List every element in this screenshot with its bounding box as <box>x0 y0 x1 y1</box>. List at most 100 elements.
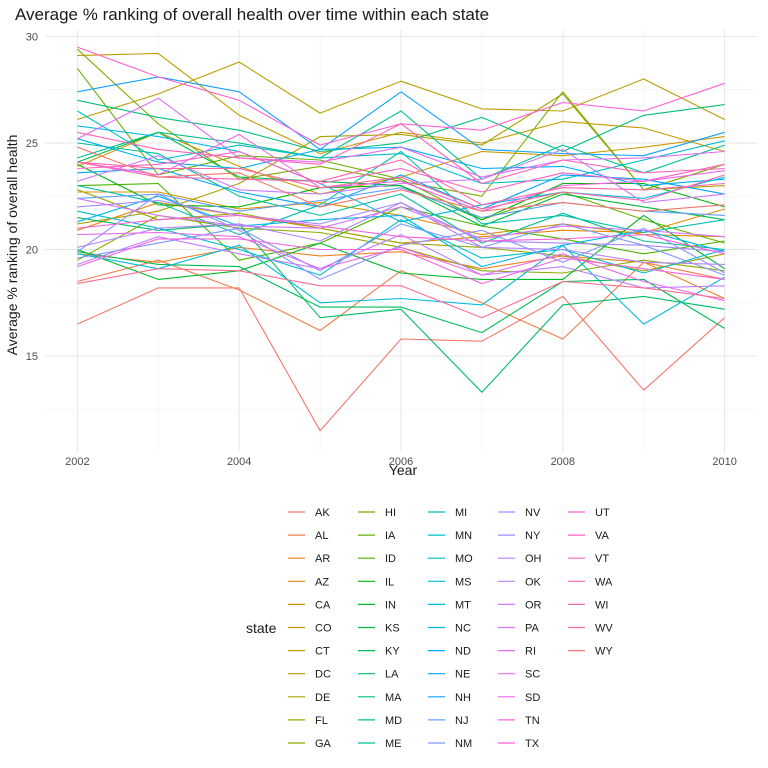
legend-label: NH <box>455 692 471 704</box>
legend-label: AR <box>315 553 330 565</box>
legend-item-oh: OH <box>498 553 542 565</box>
series-line-mn <box>77 110 725 185</box>
legend-label: DC <box>315 669 331 681</box>
legend-item-hi: HI <box>358 507 396 519</box>
y-tick-label: 20 <box>26 245 38 257</box>
series-line-wv <box>77 268 725 319</box>
legend-item-or: OR <box>498 599 542 611</box>
legend-label: IA <box>385 530 396 542</box>
legend-item-tx: TX <box>498 738 540 750</box>
legend-item-in: IN <box>358 599 396 611</box>
legend-item-ny: NY <box>498 530 541 542</box>
legend-label: PA <box>525 623 540 635</box>
legend-item-pa: PA <box>498 623 540 635</box>
legend-label: MS <box>455 576 472 588</box>
legend-label: NM <box>455 738 472 750</box>
legend-item-nv: NV <box>498 507 541 519</box>
legend-label: NJ <box>455 715 468 727</box>
series-line-al <box>77 259 725 340</box>
legend: state AK AL AR AZ CA CO CT DC DE FL GA HI IA ID IL IN KS… <box>246 507 613 750</box>
legend-label: AK <box>315 507 330 519</box>
legend-label: WY <box>595 646 613 658</box>
legend-item-fl: FL <box>288 715 328 727</box>
legend-label: IL <box>385 576 394 588</box>
series-line-mi <box>77 150 725 236</box>
legend-label: MO <box>455 553 473 565</box>
legend-label: ND <box>455 646 471 658</box>
series-line-wa <box>77 159 725 206</box>
legend-item-ks: KS <box>358 623 400 635</box>
legend-label: RI <box>525 646 536 658</box>
legend-label: VT <box>595 553 609 565</box>
series-line-nm <box>77 223 725 276</box>
major-gridlines <box>45 30 757 452</box>
x-axis-title: Year <box>389 462 418 478</box>
legend-item-mt: MT <box>428 599 471 611</box>
legend-label: HI <box>385 507 396 519</box>
series-line-nv <box>77 193 725 280</box>
legend-item-ut: UT <box>568 507 610 519</box>
legend-item-ct: CT <box>288 646 330 658</box>
y-axis-title: Average % ranking of overall health <box>4 135 20 356</box>
legend-items: AK AL AR AZ CA CO CT DC DE FL GA HI IA ID IL IN KS KY LA MA… <box>288 507 613 750</box>
legend-item-wa: WA <box>568 576 613 588</box>
legend-label: OH <box>525 553 542 565</box>
y-tick-label: 30 <box>26 31 38 43</box>
legend-item-ar: AR <box>288 553 330 565</box>
series-line-ne <box>77 167 725 210</box>
legend-item-wv: WV <box>568 623 613 635</box>
series-line-tn <box>77 238 725 285</box>
legend-label: DE <box>315 692 330 704</box>
legend-label: CO <box>315 623 332 635</box>
series-line-ms <box>77 244 725 325</box>
legend-item-ca: CA <box>288 599 331 611</box>
legend-item-nj: NJ <box>428 715 468 727</box>
legend-label: VA <box>595 530 610 542</box>
legend-label: WV <box>595 623 613 635</box>
legend-item-sc: SC <box>498 669 540 681</box>
series-line-ar <box>77 246 725 300</box>
legend-label: NY <box>525 530 541 542</box>
legend-item-ms: MS <box>428 576 472 588</box>
series-line-nh <box>77 76 725 157</box>
series-line-ri <box>77 97 725 178</box>
legend-label: KY <box>385 646 400 658</box>
chart-title: Average % ranking of overall health over… <box>15 5 489 24</box>
series-line-or <box>77 148 725 204</box>
legend-label: MT <box>455 599 471 611</box>
legend-item-az: AZ <box>288 576 329 588</box>
legend-item-vt: VT <box>568 553 609 565</box>
legend-item-ky: KY <box>358 646 400 658</box>
series-line-wi <box>77 161 725 210</box>
series-line-fl <box>77 189 725 272</box>
y-tick-label: 15 <box>26 351 38 363</box>
x-tick-label: 2004 <box>227 456 251 468</box>
series-line-md <box>77 110 725 180</box>
series-line-mt <box>77 125 725 223</box>
legend-label: AL <box>315 530 328 542</box>
legend-label: MD <box>385 715 402 727</box>
legend-item-nc: NC <box>428 623 471 635</box>
legend-item-sd: SD <box>498 692 540 704</box>
legend-item-nd: ND <box>428 646 471 658</box>
legend-item-ia: IA <box>358 530 396 542</box>
legend-label: CA <box>315 599 331 611</box>
series-line-tx <box>77 214 725 255</box>
legend-label: TN <box>525 715 540 727</box>
legend-label: LA <box>385 669 399 681</box>
series-line-dc <box>77 61 725 121</box>
legend-item-wy: WY <box>568 646 613 658</box>
legend-label: OK <box>525 576 542 588</box>
legend-item-ak: AK <box>288 507 330 519</box>
legend-item-co: CO <box>288 623 332 635</box>
series-line-ok <box>77 234 725 289</box>
legend-label: WI <box>595 599 608 611</box>
legend-item-la: LA <box>358 669 399 681</box>
legend-item-nm: NM <box>428 738 472 750</box>
series-line-oh <box>77 202 725 265</box>
legend-label: WA <box>595 576 613 588</box>
series-line-ak <box>77 287 725 432</box>
legend-item-ma: MA <box>358 692 402 704</box>
legend-label: KS <box>385 623 400 635</box>
legend-label: OR <box>525 599 542 611</box>
